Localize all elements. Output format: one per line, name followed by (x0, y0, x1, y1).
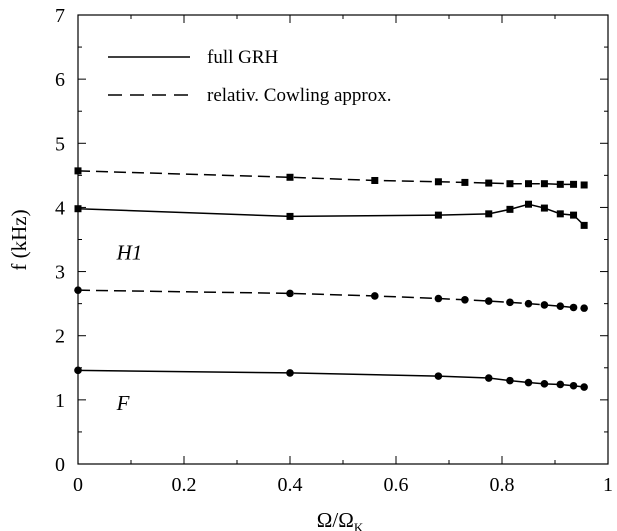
data-point-f-dashed (506, 298, 514, 307)
data-point-h1-solid (286, 212, 294, 220)
data-point-h1-solid (570, 211, 578, 219)
data-point-f-solid (524, 378, 533, 387)
plot-frame (77, 14, 609, 465)
data-point-h1-solid (434, 211, 442, 219)
data-point-f-dashed (569, 303, 578, 312)
data-point-f-solid (569, 381, 578, 390)
data-point-h1-dashed (434, 178, 442, 186)
series-line-h1-dashed (77, 170, 585, 186)
data-point-h1-solid (506, 205, 514, 213)
x-axis-label-subscript: K (354, 520, 364, 531)
mode-label-h1: H1 (116, 240, 143, 264)
legend-label-full-grh: full GRH (207, 47, 279, 68)
data-point-f-dashed (461, 295, 469, 304)
series-line-f-dashed (77, 289, 585, 309)
data-point-h1-solid (580, 221, 588, 229)
mode-label-f: F (116, 391, 130, 415)
y-tick-label: 3 (55, 262, 65, 284)
x-axis-label: Ω/ΩK (317, 508, 364, 531)
series-layer (74, 167, 588, 391)
data-point-f-dashed (556, 302, 565, 311)
legend-label-cowling: relativ. Cowling approx. (207, 85, 392, 106)
data-point-h1-dashed (556, 180, 564, 188)
series-line-h1-solid (77, 203, 585, 226)
ticks-layer: 0 0.2 0.4 0.6 0.8 1 0 1 2 3 4 5 6 7 (55, 5, 613, 496)
data-point-h1-dashed (540, 180, 548, 188)
data-point-h1-dashed (580, 181, 588, 189)
data-point-h1-dashed (570, 180, 578, 188)
data-point-h1-dashed (506, 180, 514, 188)
data-point-h1-dashed (461, 178, 469, 186)
data-point-f-dashed (524, 299, 533, 308)
data-point-f-solid (580, 383, 588, 391)
data-point-f-dashed (434, 294, 443, 303)
x-tick-label: 0.2 (172, 474, 197, 496)
x-axis-label-main: Ω/Ω (317, 508, 354, 531)
x-tick-label: 0.8 (490, 474, 515, 496)
data-point-h1-dashed (485, 179, 493, 187)
data-point-h1-solid (485, 210, 493, 218)
x-tick-label: 0.4 (278, 474, 303, 496)
data-point-h1-dashed (525, 180, 532, 188)
data-point-f-solid (74, 366, 82, 375)
series-line-f-solid (77, 369, 585, 388)
data-point-f-dashed (74, 286, 82, 294)
y-tick-label: 5 (55, 133, 65, 155)
data-point-f-solid (286, 369, 294, 377)
data-point-f-dashed (580, 304, 588, 312)
y-tick-label: 4 (55, 197, 65, 219)
data-point-f-solid (506, 376, 514, 385)
annotation-layer: H1 F (116, 240, 143, 415)
data-point-f-dashed (484, 297, 493, 305)
data-point-f-dashed (371, 292, 379, 300)
data-point-f-dashed (540, 301, 549, 309)
y-tick-label: 7 (55, 5, 65, 27)
y-tick-label: 0 (55, 454, 65, 476)
legend: full GRH relativ. Cowling approx. (108, 47, 392, 106)
y-tick-label: 2 (55, 326, 65, 348)
data-point-h1-dashed (371, 176, 379, 184)
y-axis-label: f (kHz) (7, 209, 31, 270)
y-tick-label: 6 (55, 69, 65, 91)
data-point-h1-dashed (74, 167, 82, 175)
data-point-h1-solid (74, 205, 82, 213)
x-tick-label: 1 (603, 474, 613, 496)
x-tick-label: 0 (73, 474, 83, 496)
data-point-h1-solid (525, 200, 532, 208)
data-point-f-dashed (286, 289, 294, 298)
data-point-h1-dashed (286, 173, 294, 181)
data-point-h1-solid (556, 210, 564, 218)
data-point-f-solid (540, 380, 549, 388)
x-tick-label: 0.6 (384, 474, 409, 496)
data-point-h1-solid (540, 204, 548, 212)
y-tick-label: 1 (55, 390, 65, 412)
data-point-f-solid (434, 372, 443, 380)
data-point-f-solid (556, 380, 565, 389)
data-point-f-solid (484, 374, 493, 382)
